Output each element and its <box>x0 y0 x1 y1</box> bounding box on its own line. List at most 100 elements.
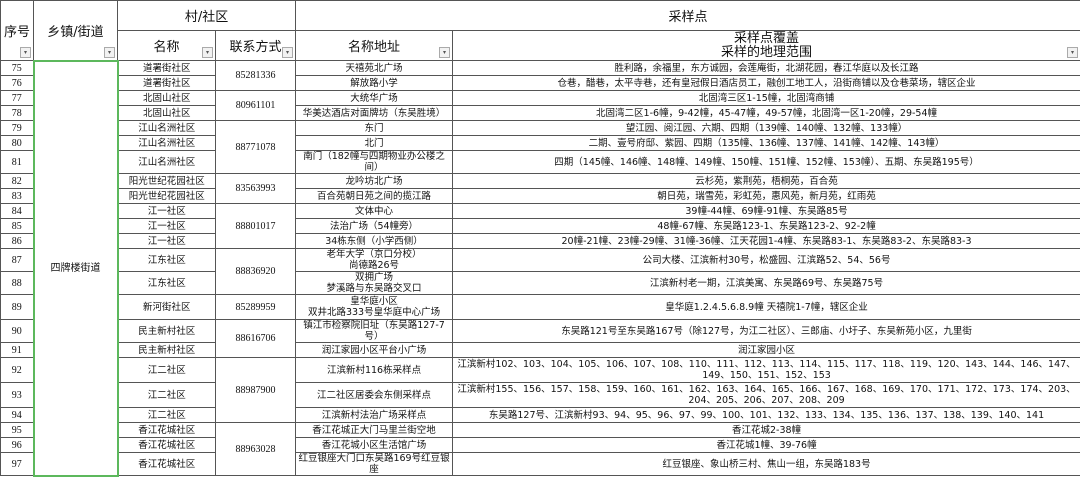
seq-cell[interactable]: 84 <box>1 204 34 219</box>
seq-cell[interactable]: 77 <box>1 91 34 106</box>
contact-cell[interactable]: 88616706 <box>216 320 296 358</box>
community-cell[interactable]: 道署街社区 <box>118 76 216 91</box>
seq-cell[interactable]: 83 <box>1 189 34 204</box>
coverage-cell[interactable]: 东吴路121号至东吴路167号（除127号，为江二社区）、三郎庙、小圩子、东吴新… <box>453 320 1080 343</box>
contact-cell[interactable]: 88963028 <box>216 423 296 476</box>
site-cell[interactable]: 华美达酒店对面牌坊（东吴胜境） <box>296 106 453 121</box>
site-cell[interactable]: 老年大学（京口分校） 尚德路26号 <box>296 249 453 272</box>
coverage-cell[interactable]: 江滨新村155、156、157、158、159、160、161、162、163、… <box>453 383 1080 408</box>
site-cell[interactable]: 香江花城正大门马里兰街空地 <box>296 423 453 438</box>
filter-dropdown-icon[interactable]: ▾ <box>282 47 293 58</box>
coverage-cell[interactable]: 北固湾三区1-15幢，北固湾商铺 <box>453 91 1080 106</box>
seq-cell[interactable]: 94 <box>1 408 34 423</box>
community-cell[interactable]: 民主新村社区 <box>118 343 216 358</box>
site-cell[interactable]: 百合苑朝日苑之间的揽江路 <box>296 189 453 204</box>
coverage-cell[interactable]: 胜利路，余福里，东方诚园，会莲庵街，北湖花园，春江华庭以及长江路 <box>453 61 1080 76</box>
site-cell[interactable]: 红豆银座大门口东吴路169号红豆银座 <box>296 453 453 476</box>
coverage-cell[interactable]: 云杉苑，紫荆苑，梧桐苑，百合苑 <box>453 174 1080 189</box>
seq-cell[interactable]: 89 <box>1 295 34 320</box>
community-cell[interactable]: 江东社区 <box>118 249 216 272</box>
coverage-cell[interactable]: 润江家园小区 <box>453 343 1080 358</box>
community-cell[interactable]: 民主新村社区 <box>118 320 216 343</box>
seq-cell[interactable]: 80 <box>1 136 34 151</box>
seq-cell[interactable]: 95 <box>1 423 34 438</box>
community-cell[interactable]: 江一社区 <box>118 234 216 249</box>
seq-cell[interactable]: 88 <box>1 272 34 295</box>
filter-dropdown-icon[interactable]: ▾ <box>1067 47 1078 58</box>
community-cell[interactable]: 阳光世纪花园社区 <box>118 189 216 204</box>
coverage-cell[interactable]: 香江花城1幢、39-76幢 <box>453 438 1080 453</box>
community-cell[interactable]: 江一社区 <box>118 219 216 234</box>
coverage-cell[interactable]: 红豆银座、象山桥三村、焦山一组，东吴路183号 <box>453 453 1080 476</box>
contact-cell[interactable]: 85289959 <box>216 295 296 320</box>
community-cell[interactable]: 江二社区 <box>118 408 216 423</box>
seq-cell[interactable]: 87 <box>1 249 34 272</box>
coverage-cell[interactable]: 江滨新村102、103、104、105、106、107、108、110、111、… <box>453 358 1080 383</box>
coverage-cell[interactable]: 东吴路127号、江滨新村93、94、95、96、97、99、100、101、13… <box>453 408 1080 423</box>
seq-cell[interactable]: 82 <box>1 174 34 189</box>
site-cell[interactable]: 解放路小学 <box>296 76 453 91</box>
community-cell[interactable]: 香江花城社区 <box>118 438 216 453</box>
site-cell[interactable]: 皇华庭小区 双井北路333号皇华庭中心广场 <box>296 295 453 320</box>
coverage-cell[interactable]: 望江园、阅江园、六期、四期（139幢、140幢、132幢、133幢） <box>453 121 1080 136</box>
seq-cell[interactable]: 93 <box>1 383 34 408</box>
seq-cell[interactable]: 92 <box>1 358 34 383</box>
community-cell[interactable]: 阳光世纪花园社区 <box>118 174 216 189</box>
seq-cell[interactable]: 81 <box>1 151 34 174</box>
coverage-cell[interactable]: 48幢-67幢、东吴路123-1、东吴路123-2、92-2幢 <box>453 219 1080 234</box>
community-cell[interactable]: 江二社区 <box>118 358 216 383</box>
coverage-cell[interactable]: 20幢-21幢、23幢-29幢、31幢-36幢、江天花园1-4幢、东吴路83-1… <box>453 234 1080 249</box>
seq-cell[interactable]: 96 <box>1 438 34 453</box>
filter-dropdown-icon[interactable]: ▾ <box>20 47 31 58</box>
seq-cell[interactable]: 75 <box>1 61 34 76</box>
town-cell[interactable]: 四牌楼街道 <box>34 61 118 476</box>
contact-cell[interactable]: 88801017 <box>216 204 296 249</box>
community-cell[interactable]: 江东社区 <box>118 272 216 295</box>
seq-cell[interactable]: 78 <box>1 106 34 121</box>
site-cell[interactable]: 镇江市检察院旧址（东吴路127-7号） <box>296 320 453 343</box>
community-cell[interactable]: 道署街社区 <box>118 61 216 76</box>
coverage-cell[interactable]: 二期、壹号府邸、紫园、四期（135幢、136幢、137幢、141幢、142幢、1… <box>453 136 1080 151</box>
site-cell[interactable]: 南门（182幢与四期物业办公楼之间） <box>296 151 453 174</box>
community-cell[interactable]: 江一社区 <box>118 204 216 219</box>
seq-cell[interactable]: 76 <box>1 76 34 91</box>
contact-cell[interactable]: 88771078 <box>216 121 296 174</box>
seq-cell[interactable]: 85 <box>1 219 34 234</box>
seq-cell[interactable]: 79 <box>1 121 34 136</box>
site-cell[interactable]: 双拥广场 梦溪路与东吴路交叉口 <box>296 272 453 295</box>
filter-dropdown-icon[interactable]: ▾ <box>439 47 450 58</box>
coverage-cell[interactable]: 39幢-44幢、69幢-91幢、东吴路85号 <box>453 204 1080 219</box>
site-cell[interactable]: 大统华广场 <box>296 91 453 106</box>
site-cell[interactable]: 江滨新村法治广场采样点 <box>296 408 453 423</box>
contact-cell[interactable]: 85281336 <box>216 61 296 91</box>
seq-cell[interactable]: 91 <box>1 343 34 358</box>
community-cell[interactable]: 北固山社区 <box>118 91 216 106</box>
seq-cell[interactable]: 97 <box>1 453 34 476</box>
site-cell[interactable]: 龙吟坊北广场 <box>296 174 453 189</box>
site-cell[interactable]: 天禧苑北广场 <box>296 61 453 76</box>
community-cell[interactable]: 新河街社区 <box>118 295 216 320</box>
site-cell[interactable]: 34栋东侧（小学西侧） <box>296 234 453 249</box>
coverage-cell[interactable]: 北固湾二区1-6幢，9-42幢，45-47幢，49-57幢，北固湾一区1-20幢… <box>453 106 1080 121</box>
community-cell[interactable]: 江二社区 <box>118 383 216 408</box>
community-cell[interactable]: 香江花城社区 <box>118 453 216 476</box>
community-cell[interactable]: 江山名洲社区 <box>118 136 216 151</box>
seq-cell[interactable]: 86 <box>1 234 34 249</box>
coverage-cell[interactable]: 江滨新村老一期，江滨美寓、东吴路69号、东吴路75号 <box>453 272 1080 295</box>
coverage-cell[interactable]: 四期（145幢、146幢、148幢、149幢、150幢、151幢、152幢、15… <box>453 151 1080 174</box>
site-cell[interactable]: 江滨新村116栋采样点 <box>296 358 453 383</box>
community-cell[interactable]: 香江花城社区 <box>118 423 216 438</box>
site-cell[interactable]: 东门 <box>296 121 453 136</box>
community-cell[interactable]: 北固山社区 <box>118 106 216 121</box>
site-cell[interactable]: 北门 <box>296 136 453 151</box>
coverage-cell[interactable]: 公司大楼、江滨新村30号，松盛园、江滨路52、54、56号 <box>453 249 1080 272</box>
coverage-cell[interactable]: 香江花城2-38幢 <box>453 423 1080 438</box>
contact-cell[interactable]: 88987900 <box>216 358 296 423</box>
coverage-cell[interactable]: 仓巷，醋巷，太平寺巷，还有皇冠假日酒店员工，融创工地工人，沿街商铺以及仓巷菜场，… <box>453 76 1080 91</box>
site-cell[interactable]: 文体中心 <box>296 204 453 219</box>
coverage-cell[interactable]: 皇华庭1.2.4.5.6.8.9幢 天禧院1-7幢，辖区企业 <box>453 295 1080 320</box>
filter-dropdown-icon[interactable]: ▾ <box>202 47 213 58</box>
community-cell[interactable]: 江山名洲社区 <box>118 151 216 174</box>
site-cell[interactable]: 江二社区居委会东侧采样点 <box>296 383 453 408</box>
site-cell[interactable]: 法治广场（54幢旁） <box>296 219 453 234</box>
